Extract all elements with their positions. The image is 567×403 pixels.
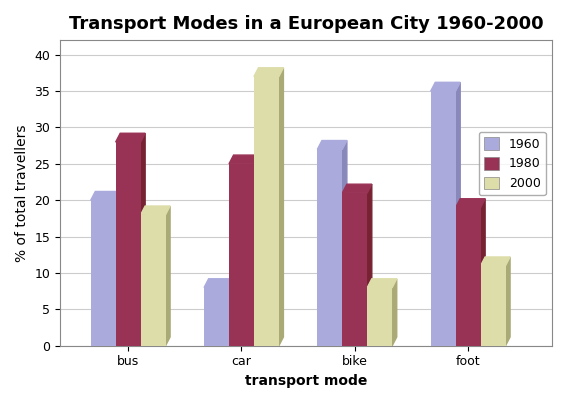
Bar (141, 215, 166, 346)
Bar (116, 142, 141, 346)
Polygon shape (456, 82, 460, 346)
Bar (367, 287, 392, 346)
Polygon shape (481, 199, 485, 346)
Polygon shape (229, 279, 234, 346)
Polygon shape (229, 155, 259, 164)
Bar (254, 77, 279, 346)
X-axis label: transport mode: transport mode (245, 374, 367, 388)
Polygon shape (166, 206, 170, 346)
Bar (91, 200, 116, 346)
Polygon shape (506, 257, 510, 346)
Polygon shape (392, 279, 397, 346)
Title: Transport Modes in a European City 1960-2000: Transport Modes in a European City 1960-… (69, 15, 543, 33)
Y-axis label: % of total travellers: % of total travellers (15, 124, 29, 262)
Polygon shape (367, 184, 372, 346)
Bar (229, 164, 254, 346)
Polygon shape (91, 191, 120, 200)
Bar (481, 266, 506, 346)
Polygon shape (481, 257, 510, 266)
Polygon shape (116, 133, 145, 142)
Polygon shape (116, 191, 120, 346)
Bar (318, 149, 342, 346)
Polygon shape (431, 82, 460, 91)
Polygon shape (204, 279, 234, 287)
Polygon shape (279, 68, 284, 346)
Polygon shape (367, 279, 397, 287)
Polygon shape (254, 68, 284, 77)
Polygon shape (318, 141, 347, 149)
Polygon shape (141, 133, 145, 346)
Bar (456, 208, 481, 346)
Polygon shape (141, 206, 170, 215)
Polygon shape (254, 155, 259, 346)
Polygon shape (456, 199, 485, 208)
Bar (342, 193, 367, 346)
Polygon shape (342, 141, 347, 346)
Legend: 1960, 1980, 2000: 1960, 1980, 2000 (479, 132, 546, 195)
Bar (60, 346, 552, 353)
Bar (431, 91, 456, 346)
Bar (204, 287, 229, 346)
Polygon shape (342, 184, 372, 193)
